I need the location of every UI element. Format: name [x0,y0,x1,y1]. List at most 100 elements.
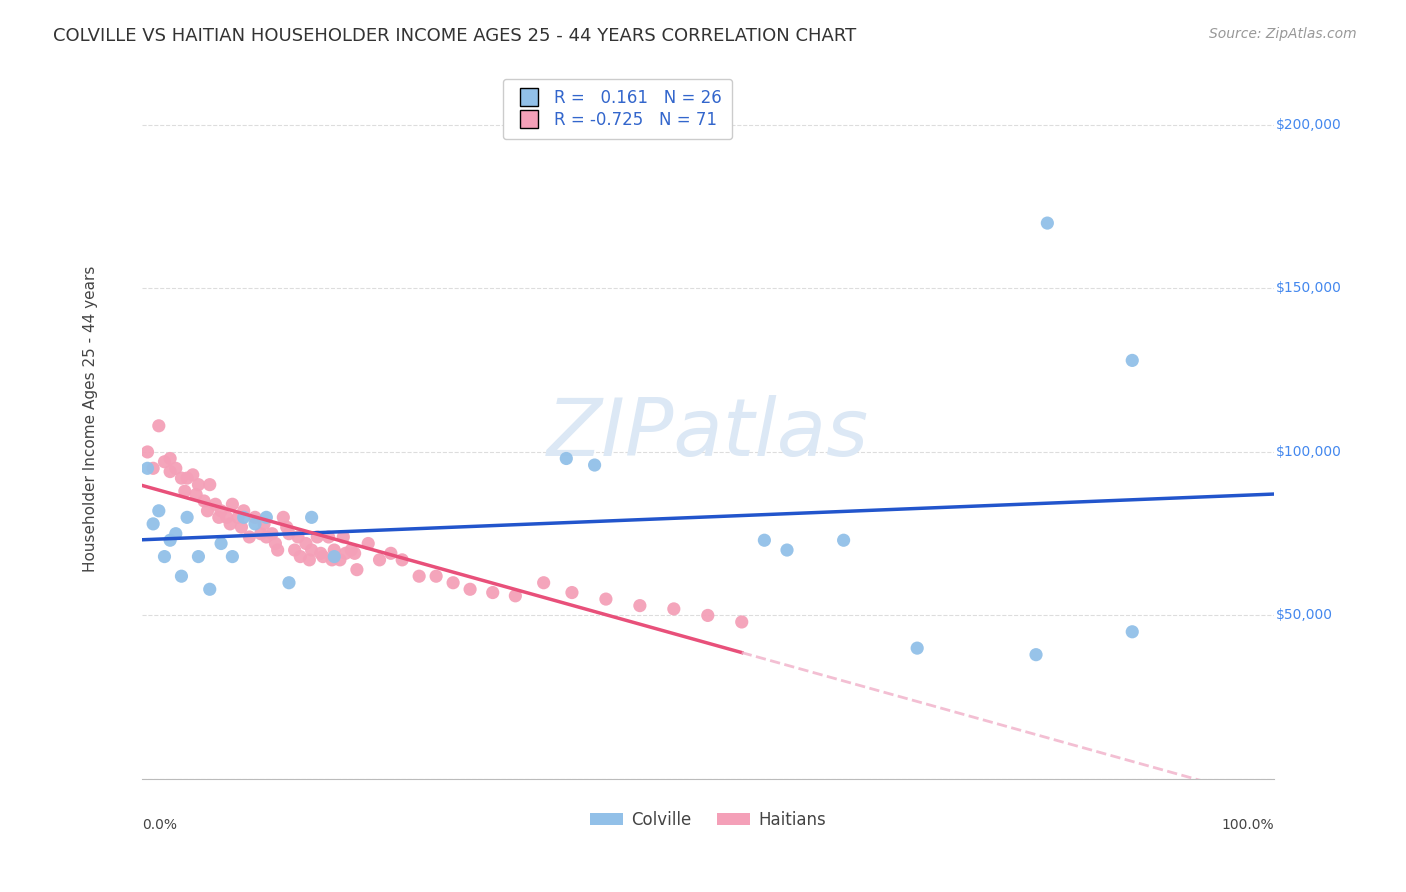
Point [505,589,527,603]
Point [391,553,413,567]
Text: Householder Income Ages 25 - 44 years: Householder Income Ages 25 - 44 years [83,266,98,573]
Point [321,553,343,567]
Point [159,533,181,548]
Point [301,543,323,558]
Point [198,477,221,491]
Point [309,546,332,560]
Point [187,549,209,564]
Point [312,549,335,564]
Point [153,455,176,469]
Point [273,510,295,524]
Point [1036,216,1059,230]
Point [215,510,238,524]
Point [298,553,321,567]
Point [905,641,928,656]
Point [1025,648,1047,662]
Point [254,510,277,524]
Point [408,569,430,583]
Point [332,530,354,544]
Point [284,543,307,558]
Point [335,546,357,560]
Point [425,569,447,583]
Point [662,602,685,616]
Point [561,585,583,599]
Point [264,536,287,550]
Point [249,526,271,541]
Point [187,477,209,491]
Point [165,526,187,541]
Point [231,520,253,534]
Point [533,575,555,590]
Legend: Colville, Haitians: Colville, Haitians [583,804,832,835]
Point [380,546,402,560]
Point [276,520,298,534]
Point [221,549,243,564]
Point [221,497,243,511]
Point [343,546,366,560]
Point [148,504,170,518]
Point [481,585,503,599]
Point [346,563,368,577]
Point [136,445,159,459]
Point [340,543,363,558]
Point [219,516,242,531]
Point [555,451,578,466]
Point [142,461,165,475]
Point [209,504,232,518]
Point [253,516,276,531]
Text: $100,000: $100,000 [1277,445,1341,459]
Text: 0.0%: 0.0% [142,819,177,832]
Text: $200,000: $200,000 [1277,118,1341,132]
Point [204,497,226,511]
Point [193,494,215,508]
Text: 100.0%: 100.0% [1220,819,1274,832]
Point [301,510,323,524]
Point [209,536,232,550]
Point [357,536,380,550]
Point [1121,353,1143,368]
Point [170,569,193,583]
Point [238,530,260,544]
Point [266,543,288,558]
Point [1121,624,1143,639]
Point [159,465,181,479]
Point [159,451,181,466]
Point [295,536,318,550]
Point [628,599,651,613]
Point [243,516,266,531]
Point [232,504,254,518]
Point [173,484,195,499]
Point [323,549,346,564]
Point [170,471,193,485]
Point [153,549,176,564]
Point [458,582,481,597]
Point [226,510,249,524]
Point [232,510,254,524]
Point [181,467,204,482]
Point [176,471,198,485]
Point [278,526,301,541]
Point [329,553,352,567]
Point [243,510,266,524]
Point [197,504,219,518]
Point [142,516,165,531]
Text: $50,000: $50,000 [1277,608,1333,623]
Text: ZIPatlas: ZIPatlas [547,394,869,473]
Point [318,530,340,544]
Point [165,461,187,475]
Point [198,582,221,597]
Point [832,533,855,548]
Point [583,458,606,472]
Point [260,526,283,541]
Point [754,533,776,548]
Text: Source: ZipAtlas.com: Source: ZipAtlas.com [1209,27,1357,41]
Point [696,608,718,623]
Point [208,510,231,524]
Point [278,575,301,590]
Point [323,543,346,558]
Point [148,418,170,433]
Point [176,510,198,524]
Point [287,530,309,544]
Point [595,592,617,607]
Point [186,487,208,501]
